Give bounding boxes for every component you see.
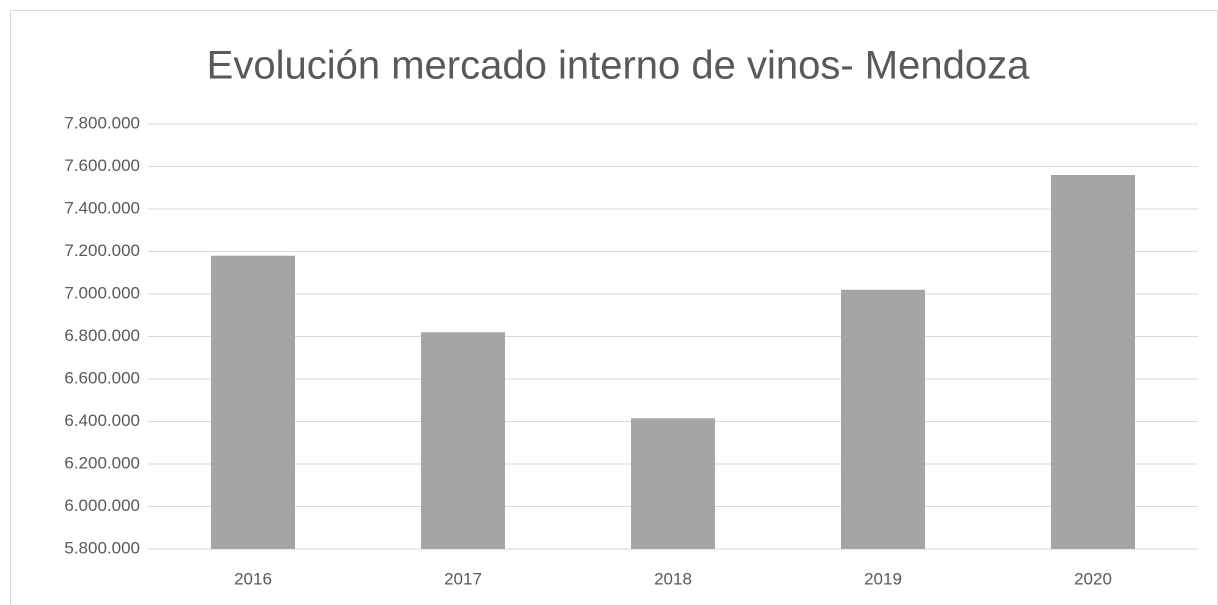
- x-tick-label: 2018: [654, 569, 692, 588]
- x-tick-label: 2020: [1074, 569, 1112, 588]
- bar: [631, 418, 715, 549]
- y-tick-label: 6.800.000: [64, 326, 140, 345]
- x-tick-label: 2019: [864, 569, 902, 588]
- x-tick-label: 2017: [444, 569, 482, 588]
- y-tick-label: 6.400.000: [64, 411, 140, 430]
- y-tick-label: 6.000.000: [64, 496, 140, 515]
- bar: [841, 289, 925, 549]
- chart-border: [10, 10, 1218, 605]
- bar: [1051, 175, 1135, 549]
- chart-title: Evolución mercado interno de vinos- Mend…: [207, 44, 1030, 88]
- y-tick-label: 7.800.000: [64, 113, 140, 132]
- bar: [421, 332, 505, 549]
- y-tick-label: 7.000.000: [64, 283, 140, 302]
- y-tick-label: 6.600.000: [64, 368, 140, 387]
- y-tick-label: 6.200.000: [64, 453, 140, 472]
- x-tick-label: 2016: [234, 569, 272, 588]
- y-tick-label: 7.600.000: [64, 156, 140, 175]
- y-tick-label: 5.800.000: [64, 538, 140, 557]
- y-tick-label: 7.200.000: [64, 241, 140, 260]
- bar: [211, 255, 295, 549]
- y-tick-label: 7.400.000: [64, 198, 140, 217]
